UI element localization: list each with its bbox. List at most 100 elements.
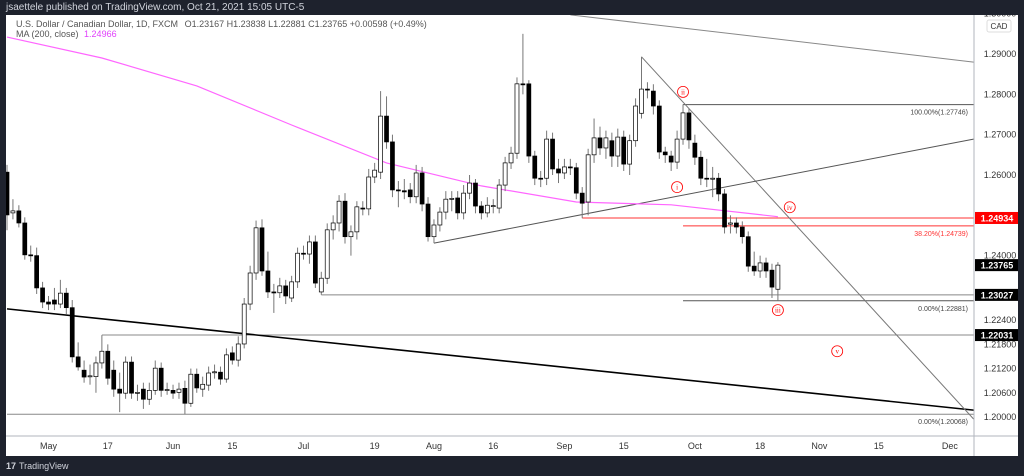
candle-body-up — [544, 138, 549, 179]
currency-badge: CAD — [986, 19, 1012, 33]
candle-body-up — [449, 198, 455, 200]
price-tick-label: 1.27000 — [984, 130, 1017, 140]
candle-body-down — [105, 350, 111, 379]
candle — [621, 130, 627, 171]
candle — [686, 108, 692, 149]
price-tick-label: 1.24000 — [984, 251, 1017, 261]
candle — [283, 279, 289, 305]
price-chart[interactable]: 0.00%(1.20068) 100.00%(1.27746) 38.20%(1.2… — [6, 15, 1018, 456]
candle — [229, 346, 235, 365]
candle-body-up — [247, 272, 253, 305]
candle — [716, 172, 721, 202]
candle — [170, 384, 176, 399]
candle-body-down — [129, 361, 134, 394]
candle — [692, 134, 698, 165]
time-tick-label: 15 — [874, 441, 884, 451]
ohlc-values: O1.23167 H1.23838 L1.22881 C1.23765 +0.0… — [184, 19, 427, 29]
candle-body-up — [241, 303, 247, 345]
candle — [313, 235, 318, 288]
price-badge: 1.23027 — [975, 288, 1018, 301]
candle — [200, 376, 206, 397]
candle — [241, 297, 247, 349]
candle-body-up — [508, 152, 514, 164]
candle-body-up — [728, 222, 733, 225]
wave-label-circle — [783, 201, 796, 214]
candle-body-up — [146, 390, 152, 400]
candle — [639, 56, 644, 119]
candle-body-up — [490, 205, 496, 207]
candle-body-up — [58, 292, 63, 305]
candle-body-down — [668, 155, 674, 163]
time-tick-label: 17 — [103, 441, 113, 451]
candle-body-down — [579, 192, 585, 204]
candle-body-up — [585, 154, 591, 203]
candle-body-down — [194, 373, 200, 389]
candle — [218, 366, 223, 385]
candle — [769, 263, 775, 298]
candle-body-down — [692, 142, 698, 158]
candle-body-down — [704, 177, 710, 180]
candle — [63, 287, 69, 315]
candle — [479, 201, 484, 220]
candle-body-down — [313, 241, 318, 284]
candle-body-down — [16, 210, 22, 224]
candle-body-up — [757, 262, 763, 272]
footer: 17 TradingView — [0, 456, 1024, 476]
candle — [52, 287, 57, 311]
candle — [490, 199, 496, 214]
candle — [573, 162, 579, 200]
candle — [651, 84, 656, 115]
trendline — [433, 138, 974, 244]
candle-body-down — [520, 83, 526, 86]
candle-body-down — [763, 262, 769, 272]
candle — [206, 366, 211, 391]
candle — [698, 150, 704, 186]
candle-body-up — [10, 210, 16, 214]
candle — [111, 360, 117, 397]
ma-legend: MA (200, close) 1.24966 — [16, 29, 117, 39]
candle-body-up — [775, 264, 781, 290]
fib-level-label: 38.20%(1.24739) — [914, 231, 968, 238]
candle — [680, 104, 686, 145]
candle — [396, 181, 401, 208]
chart-panel[interactable]: 0.00%(1.20068) 100.00%(1.27746) 38.20%(1.2… — [6, 15, 1018, 456]
candle-body-up — [135, 392, 140, 394]
price-tick-label: 1.21800 — [984, 339, 1017, 349]
candle-body-down — [141, 388, 146, 400]
candle-body-up — [467, 182, 472, 194]
candle-body-up — [674, 138, 680, 163]
candle — [473, 179, 478, 214]
time-tick-label: Aug — [426, 441, 442, 451]
candle-body-up — [348, 231, 354, 238]
candle-body-down — [81, 369, 87, 378]
candle-body-up — [496, 184, 502, 209]
candle — [544, 130, 549, 186]
candle-body-down — [158, 367, 164, 391]
candle-body-down — [656, 105, 662, 153]
candle — [461, 185, 466, 220]
candle — [123, 356, 128, 399]
candle — [75, 342, 81, 371]
candle-body-down — [662, 151, 668, 156]
candle-body-down — [473, 182, 478, 207]
candle-body-up — [318, 277, 324, 293]
candle-body-up — [99, 350, 105, 364]
candle — [615, 128, 621, 167]
time-tick-label: 15 — [227, 441, 237, 451]
price-tick-label: 1.20000 — [984, 412, 1017, 422]
candle — [550, 132, 555, 175]
price-badge-label: 1.23027 — [981, 290, 1014, 300]
candle-body-up — [366, 176, 372, 210]
candle — [437, 207, 443, 232]
candle — [674, 130, 680, 169]
candle — [757, 255, 763, 278]
candle — [324, 223, 330, 284]
candle-body-up — [212, 371, 217, 374]
candle — [443, 191, 449, 220]
candle-body-down — [6, 171, 10, 216]
candle — [633, 98, 638, 147]
candle — [520, 33, 526, 95]
candle — [212, 364, 217, 379]
candle — [265, 251, 271, 298]
candle — [449, 191, 455, 212]
